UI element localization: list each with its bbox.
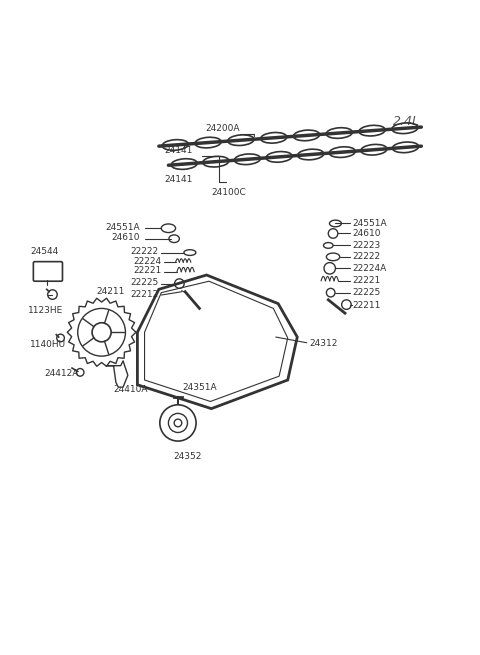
Text: 22212: 22212: [131, 290, 159, 299]
Text: 24200A: 24200A: [205, 124, 240, 133]
Text: 24141: 24141: [164, 176, 192, 184]
Text: 22224A: 22224A: [352, 264, 386, 273]
Text: 24100C: 24100C: [211, 188, 246, 197]
Text: 22223: 22223: [352, 241, 380, 250]
Text: 24410A: 24410A: [114, 384, 148, 394]
Polygon shape: [107, 361, 128, 387]
Text: 24610: 24610: [352, 229, 381, 238]
Text: 24412A: 24412A: [44, 369, 79, 379]
Text: 24312: 24312: [309, 339, 337, 348]
Text: 22221: 22221: [352, 276, 380, 285]
Text: 24544: 24544: [30, 247, 58, 256]
Text: 22225: 22225: [352, 288, 380, 297]
Text: 1123HE: 1123HE: [28, 307, 63, 315]
Text: 24141: 24141: [164, 146, 192, 155]
Text: 24551A: 24551A: [352, 219, 387, 228]
Text: 2.4L: 2.4L: [393, 115, 420, 128]
Text: 22225: 22225: [131, 278, 159, 287]
Text: 24351A: 24351A: [183, 383, 217, 392]
Circle shape: [160, 405, 196, 441]
Text: 24211: 24211: [97, 288, 125, 297]
Text: 22222: 22222: [131, 247, 159, 256]
Circle shape: [78, 309, 125, 356]
Text: 24551A: 24551A: [105, 223, 140, 232]
Polygon shape: [67, 298, 136, 366]
Text: 22224: 22224: [133, 257, 161, 266]
Text: 22221: 22221: [133, 266, 161, 275]
Text: 22222: 22222: [352, 252, 380, 261]
Text: 22211: 22211: [352, 301, 381, 310]
Text: 24352: 24352: [173, 451, 202, 460]
Text: 24610: 24610: [111, 233, 140, 242]
Text: 1140HU: 1140HU: [30, 340, 66, 348]
